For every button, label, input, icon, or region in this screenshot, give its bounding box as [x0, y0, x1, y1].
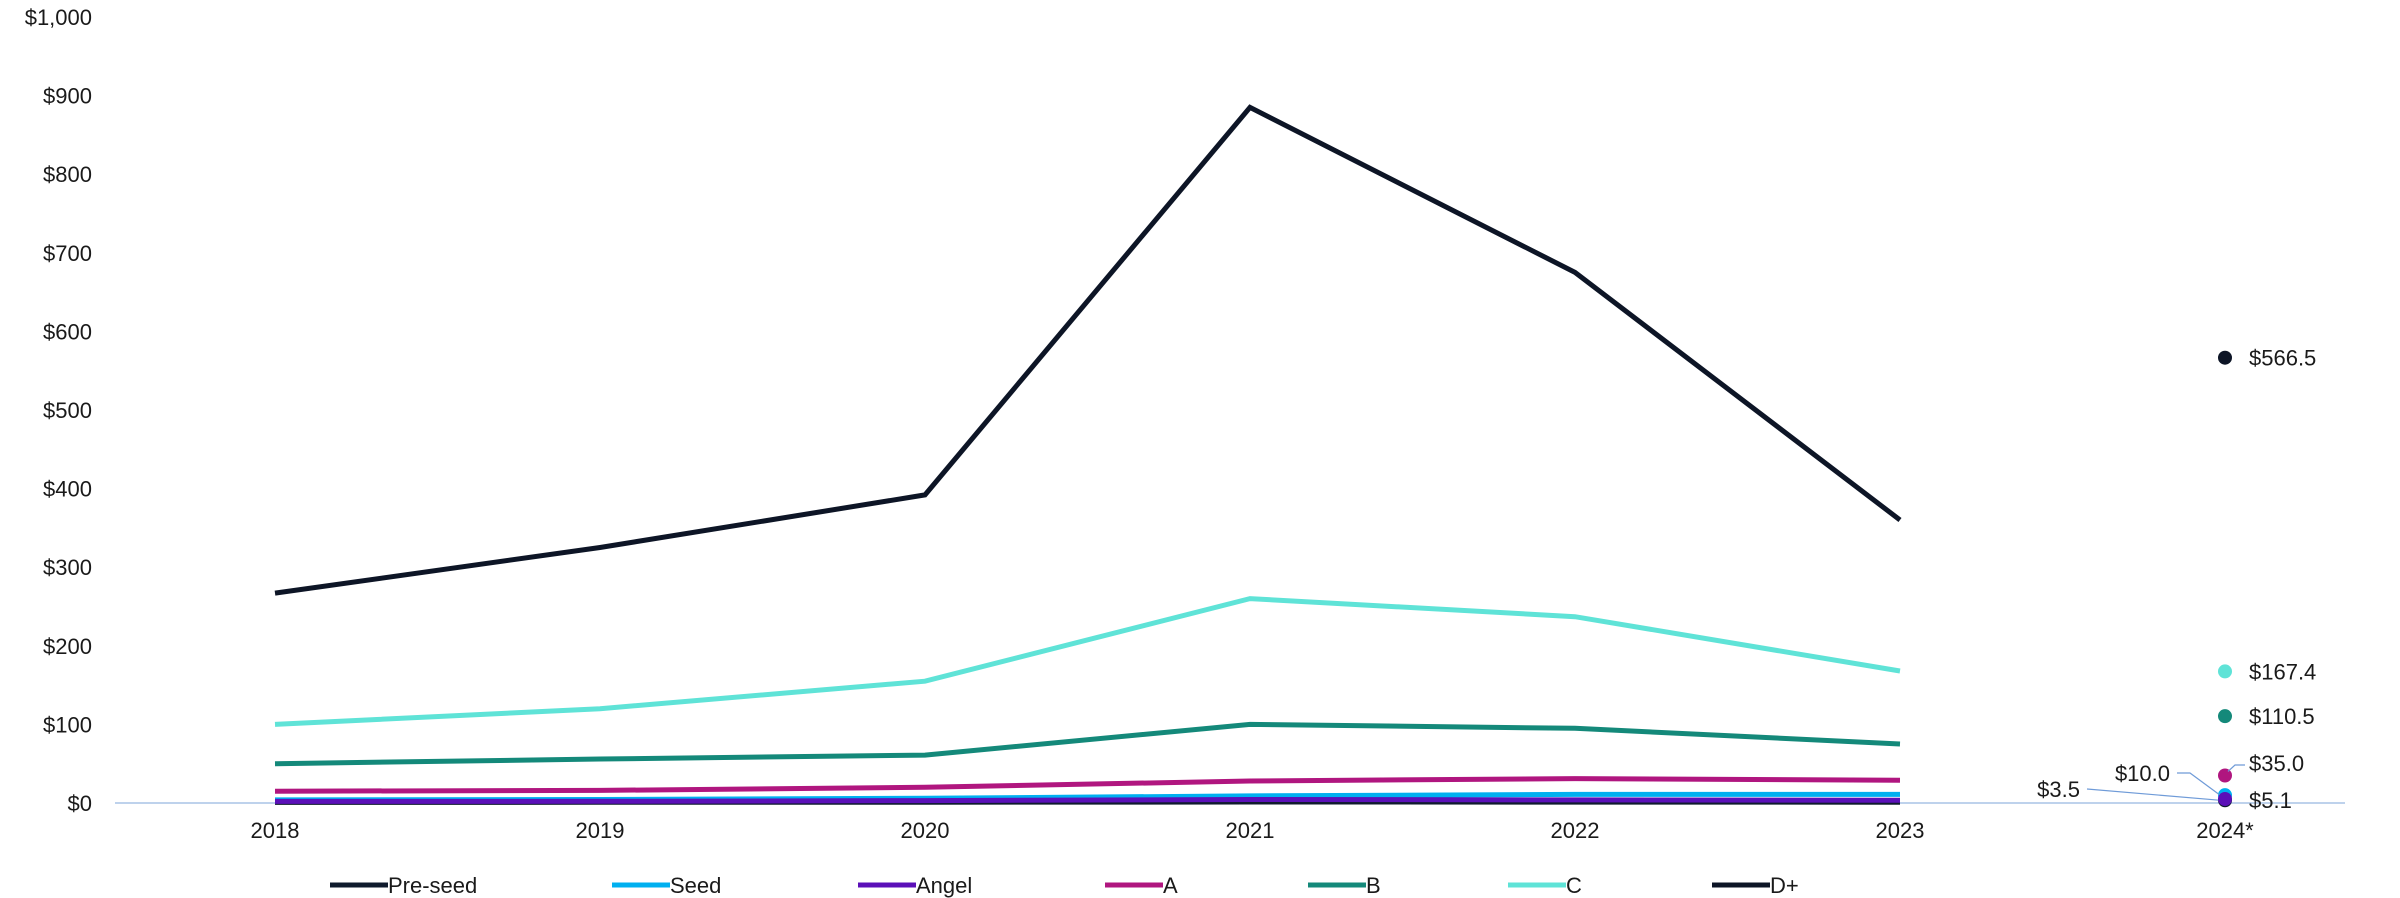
- leader-line: [2177, 772, 2221, 796]
- legend-item: B: [1308, 873, 1381, 898]
- data-point: [2218, 709, 2232, 724]
- legend-item: Seed: [612, 873, 721, 898]
- legend-label: Pre-seed: [388, 873, 477, 898]
- series-line: [274, 776, 1901, 794]
- legend-label: C: [1566, 873, 1582, 898]
- series-line: [274, 596, 1901, 727]
- leader-line: [2227, 764, 2245, 772]
- legend-item: Pre-seed: [330, 873, 477, 898]
- data-label: $110.5: [2249, 704, 2315, 729]
- legend: Pre-seed Seed Angel A B C D+: [330, 873, 1799, 898]
- x-tick-label: 2020: [901, 818, 950, 843]
- data-point: [2218, 664, 2232, 679]
- x-tick-label: 2022: [1551, 818, 1600, 843]
- data-label: $566.5: [2249, 346, 2316, 371]
- y-tick-label: $600: [43, 319, 92, 344]
- data-label: $10.0: [2115, 761, 2170, 786]
- data-label: $35.0: [2249, 751, 2304, 776]
- legend-item: Angel: [858, 873, 972, 898]
- x-tick-label: 2024*: [2196, 818, 2254, 843]
- legend-label: B: [1366, 873, 1381, 898]
- data-point: [2218, 768, 2232, 783]
- series-line: [274, 796, 1901, 804]
- leader-line: [2086, 788, 2220, 801]
- points-2024: $3.5 $10.0 $5.1 $35.0 $110.5 $167.4 $566.5: [2037, 346, 2316, 813]
- legend-item: D+: [1712, 873, 1799, 898]
- data-label: $5.1: [2249, 788, 2292, 813]
- y-tick-label: $1,000: [25, 5, 92, 30]
- y-tick-label: $300: [43, 555, 92, 580]
- y-tick-label: $0: [68, 791, 92, 816]
- y-tick-label: $400: [43, 477, 92, 502]
- x-tick-label: 2021: [1226, 818, 1275, 843]
- x-axis: 2018 2019 2020 2021 2022 2023 2024*: [115, 802, 2345, 843]
- y-tick-label: $200: [43, 634, 92, 659]
- y-tick-label: $700: [43, 241, 92, 266]
- y-tick-label: $500: [43, 398, 92, 423]
- legend-item: C: [1508, 873, 1582, 898]
- legend-item: A: [1105, 873, 1178, 898]
- legend-label: Angel: [916, 873, 972, 898]
- data-point: [2218, 350, 2232, 365]
- y-axis: $0 $100 $200 $300 $400 $500 $600 $700 $800 $900 $1…: [25, 5, 92, 816]
- data-point: [2218, 791, 2232, 806]
- series-lines: [274, 104, 1902, 805]
- legend-label: A: [1163, 873, 1178, 898]
- legend-label: D+: [1770, 873, 1799, 898]
- legend-label: Seed: [670, 873, 721, 898]
- series-line: [274, 104, 1902, 596]
- series-line: [274, 721, 1901, 767]
- y-tick-label: $800: [43, 162, 92, 187]
- y-tick-label: $900: [43, 84, 92, 109]
- data-label: $167.4: [2249, 659, 2316, 684]
- y-tick-label: $100: [43, 712, 92, 737]
- x-tick-label: 2023: [1876, 818, 1925, 843]
- data-label: $3.5: [2037, 777, 2080, 802]
- x-tick-label: 2019: [576, 818, 625, 843]
- x-tick-label: 2018: [251, 818, 300, 843]
